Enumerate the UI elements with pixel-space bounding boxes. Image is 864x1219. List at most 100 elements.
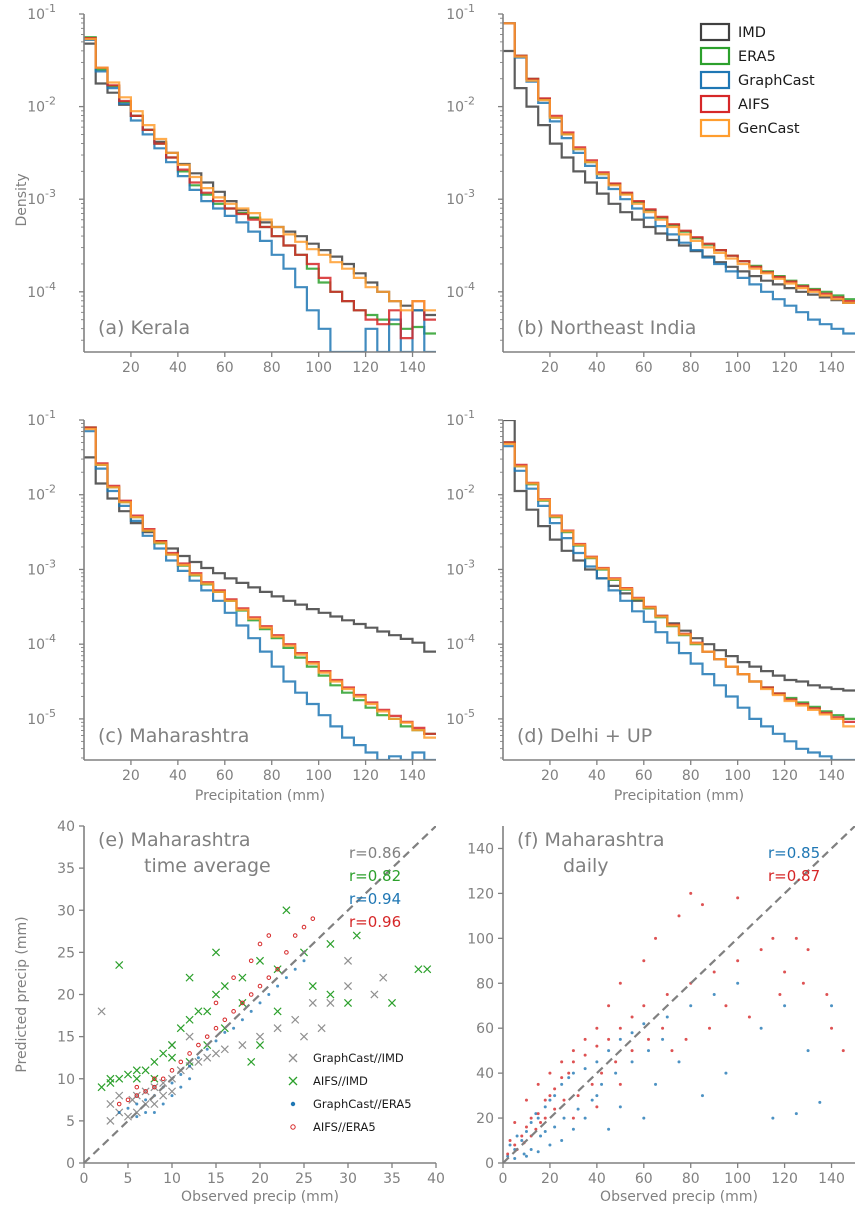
- point-x: [132, 1074, 141, 1083]
- point-dot: [607, 1049, 611, 1053]
- x-tick-label: 0: [80, 1171, 89, 1187]
- x-tick-label: 0: [499, 1171, 508, 1187]
- y-tick-label: 10-2: [446, 483, 475, 504]
- point-x: [255, 1041, 265, 1050]
- y-tick-exponent: -2: [464, 483, 475, 496]
- x-tick-label: 40: [588, 1171, 606, 1187]
- y-tick-exponent: -3: [45, 187, 56, 200]
- y-tick-label: 10-4: [27, 632, 56, 653]
- legend-marker: [290, 1124, 296, 1130]
- point-open: [204, 1034, 210, 1039]
- point-x: [299, 1032, 309, 1041]
- point-x: [115, 960, 124, 970]
- x-tick-label: 140: [399, 360, 426, 376]
- y-tick-label: 25: [57, 945, 75, 961]
- point-dot: [543, 1105, 547, 1109]
- point-dot: [590, 1082, 594, 1086]
- point-x: [106, 1100, 115, 1109]
- x-tick-label: 80: [682, 360, 700, 376]
- x-tick-label: 5: [124, 1171, 133, 1187]
- point-dot: [600, 1071, 604, 1075]
- series-step-gencast: [503, 22, 855, 304]
- point-dot: [736, 981, 740, 985]
- point-x: [326, 998, 335, 1007]
- panel-title-line1: (e) Maharashtra: [98, 829, 251, 851]
- point-x: [326, 990, 335, 999]
- point-dot: [806, 1049, 810, 1053]
- point-x: [106, 1074, 115, 1083]
- point-x: [115, 1074, 124, 1083]
- point-dot: [654, 1082, 658, 1086]
- point-dot: [567, 1076, 571, 1080]
- point-open: [178, 1059, 184, 1065]
- point-dot: [783, 1004, 787, 1008]
- point-x: [308, 982, 317, 991]
- point-dot: [583, 1067, 587, 1071]
- y-tick-exponent: -3: [45, 557, 56, 570]
- point-dot: [302, 959, 306, 963]
- series-step-era5: [84, 36, 436, 335]
- legend-label: AIFS//IMD: [313, 1074, 368, 1088]
- point-dot: [771, 936, 775, 940]
- correlation-label: r=0.87: [768, 867, 820, 885]
- identity-line: [84, 826, 436, 1163]
- point-open: [169, 1068, 175, 1073]
- correlation-label: r=0.86: [349, 844, 401, 862]
- point-x: [238, 1041, 247, 1050]
- point-dot: [560, 1060, 564, 1064]
- y-tick-label: 100: [467, 931, 494, 947]
- y-tick-label: 5: [66, 1114, 75, 1130]
- point-open: [213, 1000, 219, 1006]
- point-dot: [794, 1112, 798, 1116]
- legend-marker: [288, 1076, 298, 1086]
- point-dot: [677, 914, 681, 918]
- point-dot: [595, 1060, 599, 1064]
- point-dot: [524, 1154, 528, 1158]
- x-tick-label: 100: [305, 768, 332, 784]
- point-dot: [801, 981, 805, 985]
- series-group: [84, 426, 436, 760]
- point-dot: [630, 1049, 634, 1053]
- point-dot: [553, 1125, 557, 1129]
- point-dot: [825, 993, 829, 996]
- x-axis-title: Observed precip (mm): [181, 1189, 339, 1205]
- x-tick-label: 20: [122, 360, 140, 376]
- point-dot: [548, 1094, 552, 1098]
- point-x: [308, 998, 317, 1007]
- x-tick-label: 120: [352, 768, 379, 784]
- point-dot: [126, 1106, 130, 1110]
- point-x: [176, 1024, 185, 1033]
- legend-label-imd: IMD: [738, 25, 766, 41]
- point-dot: [539, 1121, 543, 1125]
- y-tick-label: 10-5: [446, 707, 475, 728]
- point-x: [220, 982, 229, 991]
- x-tick-label: 100: [724, 360, 751, 376]
- legend: GraphCast//IMD AIFS//IMD GraphCast//ERA5 AI…: [288, 1051, 412, 1134]
- point-dot: [759, 948, 763, 952]
- point-x: [273, 1007, 282, 1016]
- point-dot: [249, 1009, 253, 1013]
- point-dot: [661, 1026, 665, 1030]
- series-step-imd: [84, 42, 436, 317]
- y-tick-label: 10-1: [27, 408, 56, 429]
- point-dot: [600, 1082, 604, 1086]
- point-dot: [665, 1015, 669, 1019]
- point-dot: [571, 1060, 575, 1064]
- y-tick-exponent: -2: [45, 483, 56, 496]
- series-step-aifs: [84, 426, 436, 735]
- panel-c: 20 40 60 80 100 120 140 10-1 10-2 10-3 10-4 10-5 (c)…: [27, 408, 436, 804]
- x-axis-title: Precipitation (mm): [614, 788, 744, 804]
- point-x: [150, 1074, 159, 1083]
- point-dot: [548, 1071, 552, 1075]
- point-dot: [646, 1049, 650, 1053]
- series-step-graphcast: [84, 430, 436, 760]
- point-dot: [520, 1139, 524, 1143]
- point-dot: [607, 1037, 611, 1041]
- y-tick-exponent: -4: [464, 280, 475, 293]
- y-tick-exponent: -1: [45, 408, 56, 421]
- y-tick-label: 10-3: [27, 187, 56, 208]
- point-dot: [513, 1143, 517, 1147]
- x-tick-label: 10: [163, 1171, 181, 1187]
- point-dot: [576, 1107, 580, 1111]
- y-tick-label: 10-4: [446, 632, 475, 653]
